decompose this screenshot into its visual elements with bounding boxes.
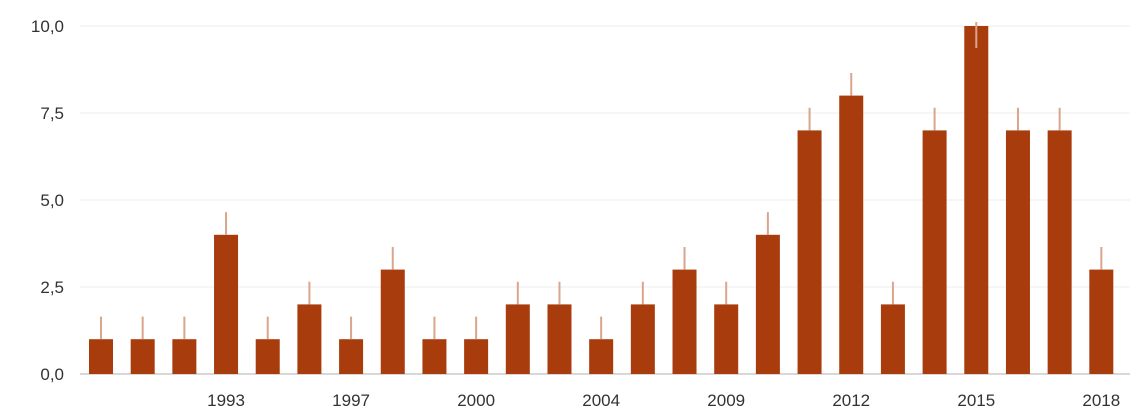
x-tick-label: 2018 [1082, 391, 1120, 408]
bar [464, 339, 489, 374]
bar [589, 339, 614, 374]
bar [755, 234, 780, 374]
bar [1089, 269, 1114, 374]
bar [797, 130, 822, 374]
bar [172, 339, 197, 374]
bar [630, 304, 655, 374]
x-tick-label: 1993 [207, 391, 245, 408]
bars [89, 26, 1114, 374]
y-tick-label: 2,5 [40, 278, 64, 297]
y-tick-label: 0,0 [40, 365, 64, 384]
bar [339, 339, 364, 374]
bar [380, 269, 405, 374]
error-bars [100, 22, 1103, 340]
bar [1005, 130, 1030, 374]
bar [547, 304, 572, 374]
bar [964, 26, 989, 374]
x-tick-label: 2009 [707, 391, 745, 408]
bar [714, 304, 739, 374]
x-tick-label: 1997 [332, 391, 370, 408]
y-tick-label: 7,5 [40, 104, 64, 123]
y-tick-label: 5,0 [40, 191, 64, 210]
bar [422, 339, 447, 374]
x-tick-label: 2000 [457, 391, 495, 408]
x-tick-label: 2012 [832, 391, 870, 408]
y-tick-label: 10,0 [31, 17, 64, 36]
bar [89, 339, 113, 374]
bar [672, 269, 697, 374]
bar [130, 339, 155, 374]
bar [1047, 130, 1072, 374]
bar [880, 304, 905, 374]
bar [505, 304, 530, 374]
bar [255, 339, 280, 374]
x-tick-label: 2015 [957, 391, 995, 408]
bar [297, 304, 322, 374]
x-tick-label: 2004 [582, 391, 620, 408]
bar [839, 95, 864, 374]
bar [922, 130, 947, 374]
y-axis-ticks: 0,0 2,5 5,0 7,5 10,0 [31, 17, 64, 384]
bar [214, 234, 239, 374]
x-axis-ticks: 1993 1997 2000 2004 2009 2012 2015 2018 [207, 391, 1120, 408]
